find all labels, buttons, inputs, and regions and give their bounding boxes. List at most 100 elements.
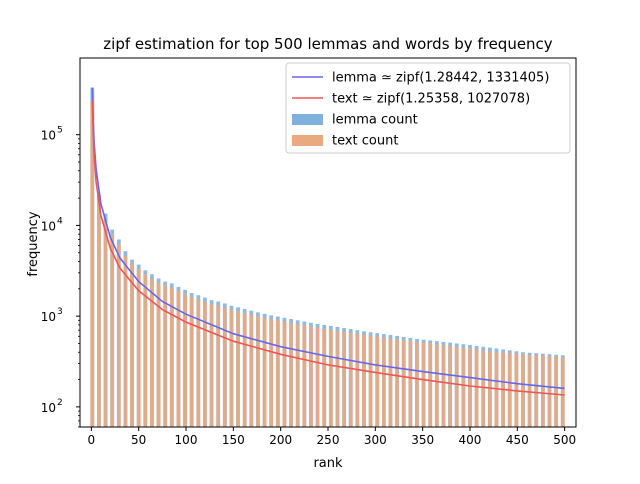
- text-count-bar: [474, 349, 479, 427]
- y-tick-label: 10: [41, 129, 56, 143]
- text-count-bar: [408, 340, 413, 427]
- text-count-bar: [448, 345, 452, 427]
- text-count-bar: [441, 345, 446, 427]
- text-count-bar: [176, 290, 181, 427]
- text-count-bar: [375, 336, 380, 427]
- text-count-bar: [434, 344, 439, 427]
- x-tick-label: 200: [269, 433, 292, 447]
- text-count-bar: [163, 285, 168, 427]
- y-tick-label: 10: [41, 310, 56, 324]
- text-count-bar: [335, 330, 340, 427]
- x-tick-label: 100: [175, 433, 198, 447]
- text-count-bar: [236, 311, 240, 427]
- text-count-bar: [143, 274, 148, 427]
- text-fit-line: [91, 100, 565, 396]
- y-axis-label: frequency: [26, 211, 41, 277]
- text-count-bar: [415, 341, 419, 427]
- text-count-bar: [169, 287, 174, 427]
- text-count-bar: [395, 339, 399, 427]
- text-count-bar: [494, 352, 499, 427]
- text-count-bar: [487, 351, 492, 427]
- lemma-fit-line: [91, 87, 565, 390]
- text-count-bar: [401, 340, 406, 427]
- text-count-bar: [355, 333, 360, 427]
- text-count-bar: [560, 357, 565, 427]
- text-count-bar: [554, 356, 559, 427]
- x-tick-label: 50: [131, 433, 146, 447]
- text-count-bar: [302, 325, 307, 427]
- legend: lemma ≃ zipf(1.28442, 1331405) text ≃ zip…: [285, 62, 571, 154]
- y-tick-label: 10: [41, 219, 56, 233]
- text-count-bar: [209, 304, 214, 427]
- x-tick-label: 500: [553, 433, 576, 447]
- text-count-bar: [150, 278, 154, 427]
- text-count-bars: [90, 101, 565, 428]
- fit-lines: [91, 87, 565, 396]
- text-count-bar: [256, 316, 260, 427]
- text-count-bar: [315, 327, 320, 427]
- text-count-bar: [381, 337, 386, 427]
- y-tick-exponent: 4: [57, 216, 63, 226]
- x-tick-label: 400: [459, 433, 482, 447]
- legend-label: lemma count: [332, 113, 418, 128]
- text-count-bar: [203, 301, 207, 427]
- x-tick-label: 0: [88, 433, 96, 447]
- text-count-bar: [136, 269, 141, 427]
- x-tick-label: 450: [506, 433, 529, 447]
- x-axis: 0 50 100 150 200 250 300 350 400 450 500: [88, 427, 576, 447]
- legend-box: [285, 62, 571, 154]
- text-count-bar: [110, 234, 115, 427]
- text-count-bar: [527, 354, 532, 427]
- x-tick-label: 350: [411, 433, 434, 447]
- text-count-bar: [348, 332, 353, 427]
- legend-bar-swatch: [292, 135, 323, 146]
- text-count-bar: [275, 320, 280, 427]
- legend-label: text count: [332, 134, 398, 149]
- text-count-bar: [454, 346, 459, 427]
- chart-title: zipf estimation for top 500 lemmas and w…: [103, 35, 553, 53]
- text-count-bar: [196, 299, 201, 427]
- text-count-bar: [534, 355, 539, 427]
- text-count-bar: [309, 326, 313, 427]
- text-count-bar: [289, 322, 293, 427]
- text-count-bar: [481, 350, 486, 427]
- x-axis-label: rank: [313, 456, 343, 471]
- text-count-bar: [90, 101, 95, 428]
- text-count-bar: [156, 282, 161, 427]
- text-count-bar: [428, 343, 433, 427]
- text-count-bar: [116, 244, 121, 427]
- text-count-bar: [97, 202, 101, 427]
- text-count-bar: [103, 221, 108, 427]
- text-count-bar: [222, 307, 227, 427]
- text-count-bar: [362, 334, 366, 427]
- text-count-bar: [342, 331, 346, 427]
- text-count-bar: [123, 256, 128, 427]
- text-count-bar: [295, 323, 300, 427]
- text-count-bar: [468, 348, 472, 427]
- text-count-bar: [269, 318, 274, 427]
- text-count-bar: [282, 321, 287, 427]
- text-count-bar: [388, 338, 393, 427]
- text-count-bar: [229, 309, 234, 427]
- text-count-bar: [421, 342, 426, 427]
- legend-label: lemma ≃ zipf(1.28442, 1331405): [332, 71, 549, 86]
- legend-bar-swatch: [292, 114, 323, 125]
- y-tick-exponent: 3: [57, 307, 63, 317]
- legend-label: text ≃ zipf(1.25358, 1027078): [332, 92, 530, 107]
- text-count-bar: [540, 355, 545, 427]
- text-count-bar: [368, 335, 373, 427]
- text-count-bar: [322, 328, 327, 427]
- x-tick-label: 150: [222, 433, 245, 447]
- x-tick-label: 300: [364, 433, 387, 447]
- y-tick-exponent: 5: [57, 126, 63, 136]
- text-count-bar: [461, 347, 466, 427]
- text-count-bar: [130, 263, 134, 427]
- text-count-bar: [183, 294, 187, 427]
- text-count-bar: [189, 297, 194, 427]
- text-count-bar: [547, 356, 552, 427]
- text-count-bar: [249, 314, 254, 427]
- text-count-bar: [328, 329, 333, 427]
